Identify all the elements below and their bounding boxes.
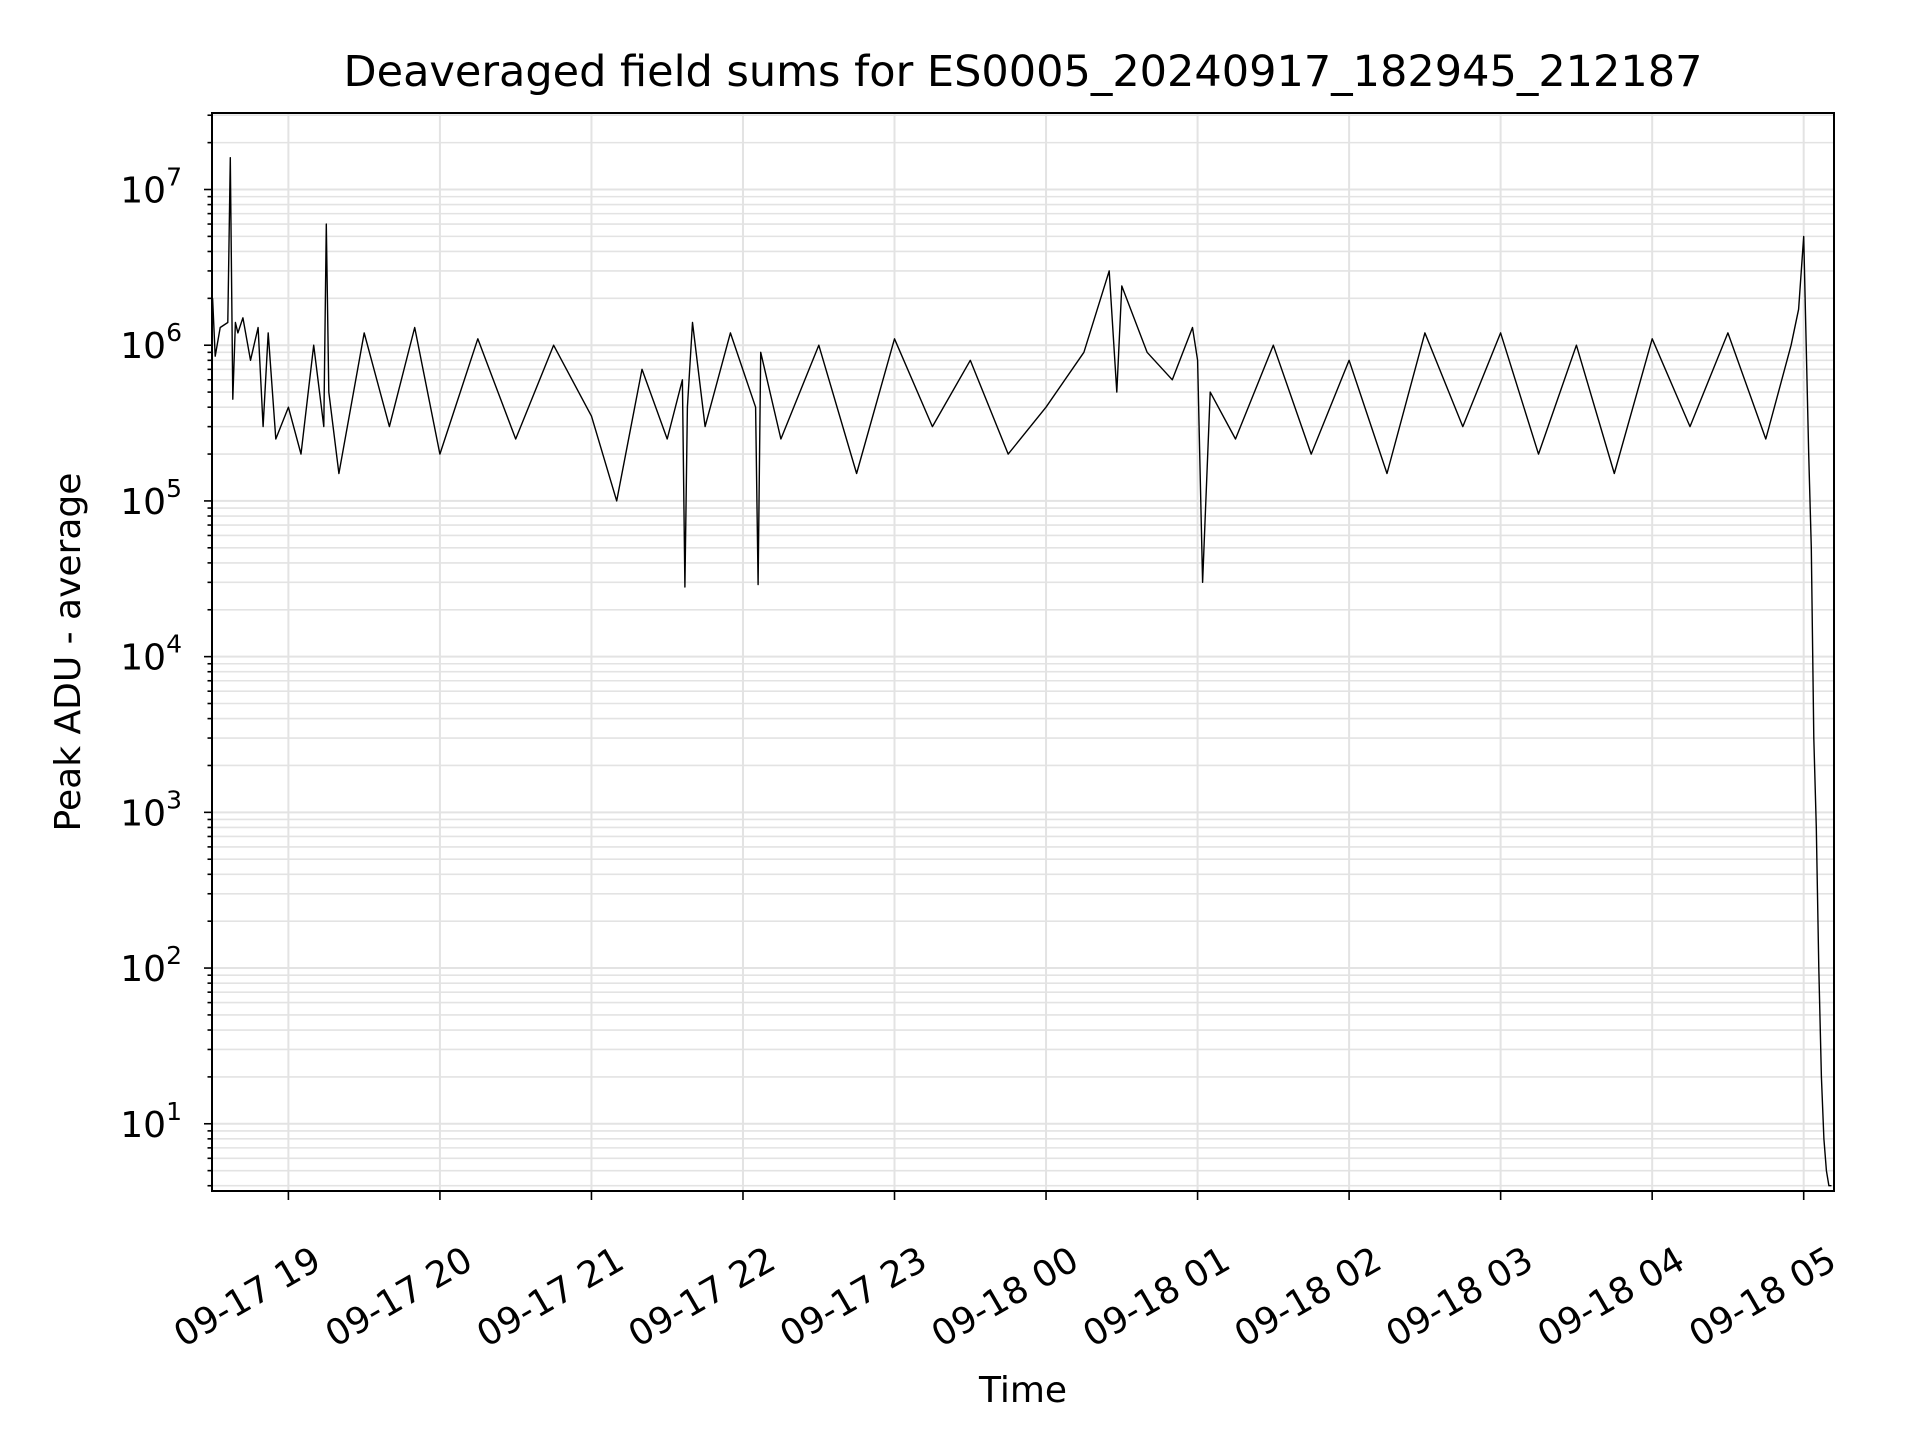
series-line: [211, 156, 1832, 1187]
y-tick-label: 106: [120, 318, 182, 367]
y-axis: 101 102 103 104 105 106 107: [120, 114, 212, 1187]
y-tick-label: 103: [120, 785, 182, 834]
grid: [212, 113, 1834, 1191]
y-tick-label: 102: [120, 941, 182, 990]
y-tick-label: 107: [120, 163, 182, 212]
y-tick-label: 101: [120, 1097, 182, 1146]
series-layer: [211, 156, 1832, 1187]
x-axis-label: Time: [978, 1370, 1067, 1411]
chart-title: Deaveraged field sums for ES0005_2024091…: [344, 47, 1703, 97]
plot-frame: [211, 112, 1835, 1192]
y-axis-label: Peak ADU - average: [48, 473, 89, 832]
y-tick-label: 104: [120, 630, 182, 679]
y-tick-label: 105: [120, 474, 182, 523]
